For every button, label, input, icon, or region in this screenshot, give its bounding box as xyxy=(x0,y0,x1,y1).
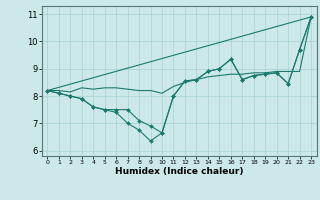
X-axis label: Humidex (Indice chaleur): Humidex (Indice chaleur) xyxy=(115,167,244,176)
